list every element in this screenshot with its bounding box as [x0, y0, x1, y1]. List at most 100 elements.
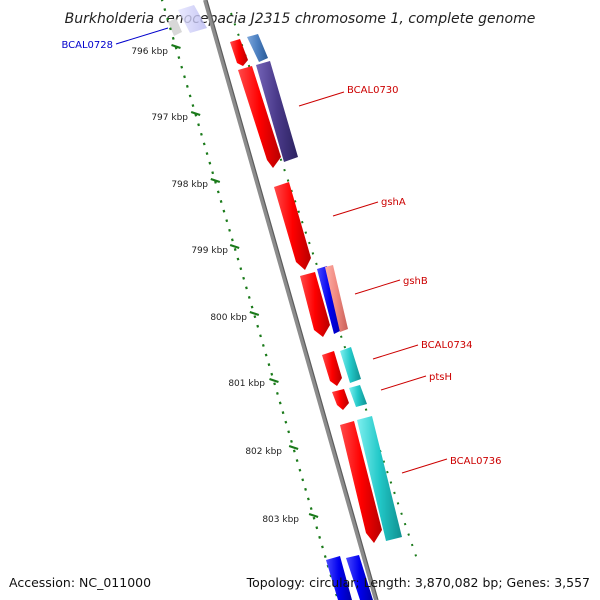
- ruler-minor-tick: [222, 209, 226, 213]
- leader-line-bcal0728: [115, 27, 169, 45]
- gene-feature-gshb: [300, 272, 330, 337]
- ruler-minor-tick: [315, 526, 319, 530]
- ruler-minor-tick: [197, 123, 200, 127]
- leader-line-gshb: [354, 279, 401, 295]
- gene-fragment-bcal0728: [178, 5, 207, 33]
- leader-line-bcal0734: [372, 344, 419, 360]
- ruler-minor-tick: [225, 219, 229, 223]
- chromosome-backbone: [203, 0, 378, 600]
- tick-label-803: 803 kbp: [262, 515, 299, 525]
- ruler-minor-tick: [200, 132, 203, 136]
- ruler-minor-tick: [230, 238, 234, 242]
- gene-label-gshb[interactable]: gshB: [403, 276, 428, 287]
- gene-feature-steelblue: [247, 34, 268, 62]
- ruler-minor-tick: [242, 276, 246, 280]
- gene-feature-red-1: [230, 39, 248, 66]
- ruler-minor-tick: [306, 497, 310, 501]
- tick-label-800: 800 kbp: [210, 313, 247, 323]
- gene-feature-bcal0730: [238, 66, 281, 168]
- ruler-major-tick: [171, 43, 181, 50]
- ruler-minor-tick: [183, 75, 186, 79]
- ruler-minor-tick: [191, 104, 195, 108]
- ruler-major-tick: [308, 512, 319, 519]
- gene-label-bcal0736[interactable]: BCAL0736: [450, 456, 502, 467]
- tick-label-797: 797 kbp: [151, 113, 188, 123]
- ruler-minor-tick: [202, 142, 206, 146]
- ruler-minor-tick: [166, 17, 170, 21]
- tick-label-798: 798 kbp: [171, 180, 208, 190]
- gene-feature-blue-3: [346, 555, 373, 600]
- ruler-minor-tick: [180, 65, 184, 69]
- gene-label-bcal0728[interactable]: BCAL0728: [61, 40, 113, 51]
- gene-feature-purple: [256, 61, 298, 162]
- gene-label-gsha[interactable]: gshA: [381, 197, 406, 208]
- ruler-major-tick: [249, 310, 260, 317]
- ruler-minor-tick: [177, 56, 181, 60]
- ruler-minor-tick: [188, 94, 192, 98]
- ruler-minor-tick: [323, 555, 327, 559]
- ruler-minor-tick: [247, 296, 251, 299]
- ruler-minor-tick: [205, 152, 209, 155]
- gene-feature-blue-1: [317, 266, 342, 334]
- ruler-minor-tick: [239, 267, 243, 271]
- ruler-minor-tick: [259, 334, 262, 338]
- tick-label-802: 802 kbp: [245, 447, 282, 457]
- ruler-minor-tick: [233, 248, 237, 251]
- ruler-minor-tick: [276, 391, 279, 395]
- gene-feature-bcal0734: [322, 351, 342, 386]
- leader-line-gsha: [332, 201, 379, 217]
- ruler-major-tick: [229, 243, 240, 250]
- ruler-minor-tick: [228, 228, 231, 232]
- ruler-minor-tick: [171, 36, 175, 40]
- ruler-minor-tick: [185, 84, 189, 88]
- ruler-minor-tick: [245, 286, 248, 290]
- accession-text: Accession: NC_011000: [9, 575, 151, 590]
- position-ruler: [160, 0, 338, 597]
- ruler-minor-tick: [309, 507, 313, 511]
- ruler-minor-tick: [298, 468, 302, 472]
- ruler-minor-tick: [284, 420, 288, 424]
- ruler-minor-tick: [219, 200, 223, 203]
- map-title: Burkholderia cenocepacia J2315 chromosom…: [65, 11, 536, 27]
- ruler-minor-tick: [295, 459, 299, 463]
- gene-label-bcal0730[interactable]: BCAL0730: [347, 85, 399, 96]
- ruler-minor-tick: [261, 343, 265, 347]
- ruler-minor-tick: [216, 190, 220, 194]
- ruler-minor-tick: [250, 305, 254, 309]
- leader-line-bcal0730: [298, 91, 345, 107]
- ruler-major-tick: [190, 110, 201, 117]
- ruler-major-tick: [269, 377, 279, 384]
- ruler-minor-tick: [160, 0, 164, 2]
- ruler-minor-tick: [301, 478, 305, 482]
- tick-label-801: 801 kbp: [228, 379, 265, 389]
- ruler-minor-tick: [278, 401, 282, 405]
- leader-line-ptsh: [380, 375, 427, 391]
- gene-feature-gsha: [274, 182, 311, 270]
- tick-label-796: 796 kbp: [131, 47, 168, 57]
- ruler-major-tick: [210, 177, 221, 184]
- ruler-minor-tick: [236, 257, 240, 261]
- gene-features: [230, 34, 402, 600]
- ruler-minor-tick: [287, 430, 291, 434]
- ruler-minor-tick: [321, 545, 324, 549]
- ruler-minor-tick: [256, 324, 260, 328]
- genome-stats-text: Topology: circular; Length: 3,870,082 bp…: [246, 575, 590, 590]
- ruler-minor-tick: [312, 516, 316, 520]
- gene-feature-cyan-3: [357, 416, 402, 541]
- ruler-minor-tick: [208, 161, 212, 165]
- gene-feature-cyan-1: [340, 347, 361, 383]
- ruler-minor-tick: [292, 449, 296, 453]
- ruler-minor-tick: [273, 382, 276, 386]
- ruler-minor-tick: [169, 27, 172, 31]
- tick-label-layer: 796 kbp 797 kbp 798 kbp 799 kbp 800 kbp …: [131, 47, 299, 525]
- gene-feature-cyan-2: [349, 385, 367, 407]
- ruler-minor-tick: [163, 8, 167, 12]
- ruler-minor-tick: [270, 372, 274, 376]
- leader-line-bcal0736: [401, 458, 448, 474]
- gene-label-bcal0734[interactable]: BCAL0734: [421, 340, 473, 351]
- gene-feature-bcal0736: [340, 421, 382, 543]
- ruler-minor-tick: [281, 411, 285, 415]
- gene-label-ptsh[interactable]: ptsH: [429, 372, 452, 383]
- ruler-minor-tick: [304, 487, 307, 491]
